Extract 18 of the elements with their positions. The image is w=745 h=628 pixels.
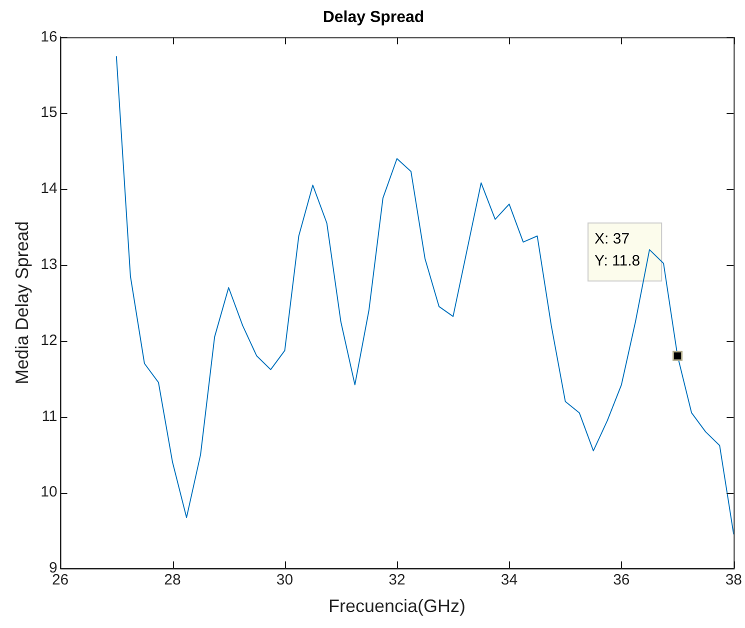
x-tick-label: 38: [725, 572, 742, 589]
x-tick-label: 34: [500, 572, 518, 589]
x-tick-label: 36: [613, 572, 630, 589]
y-tick-label: 13: [40, 256, 58, 273]
y-tick-label: 14: [40, 180, 58, 198]
y-tick-label: 16: [40, 28, 58, 46]
x-tick-label: 32: [388, 572, 406, 589]
x-axis-title: Frecuencia(GHz): [328, 596, 466, 616]
x-tick-label: 26: [52, 572, 69, 589]
y-tick-label: 10: [40, 484, 58, 501]
x-tick-label: 28: [164, 572, 181, 589]
y-axis-title: Media Delay Spread: [12, 221, 32, 384]
chart-title: Delay Spread: [322, 9, 424, 26]
y-tick-label: 12: [40, 332, 58, 349]
annotation: X: 37 Y: 11.8: [594, 230, 640, 270]
y-tick-label: 11: [42, 408, 58, 425]
y-tick-label: 15: [40, 104, 58, 122]
x-tick-label: 30: [276, 572, 294, 589]
